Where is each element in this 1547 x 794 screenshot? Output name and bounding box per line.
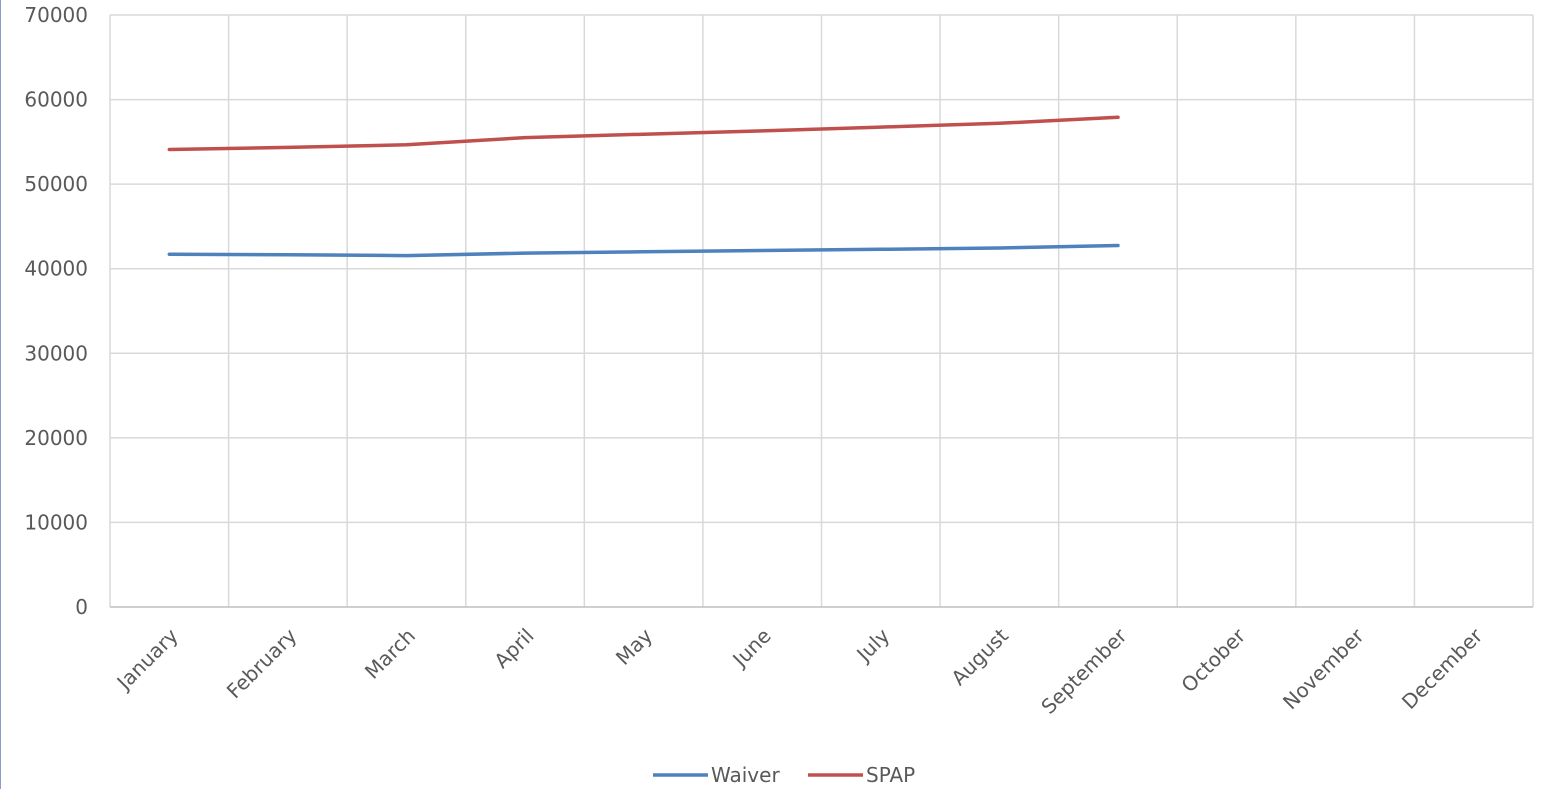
x-tick-label: July: [851, 623, 895, 667]
legend-label-spap: SPAP: [866, 763, 915, 787]
x-tick-label: January: [111, 623, 183, 695]
x-tick-label: December: [1397, 623, 1488, 714]
x-tick-label: March: [360, 624, 420, 684]
x-tick-label: February: [222, 623, 302, 703]
x-tick-label: October: [1177, 623, 1251, 697]
x-tick-label: August: [946, 623, 1013, 690]
y-tick-label: 10000: [24, 510, 88, 534]
gridlines: [109, 14, 1534, 607]
series-line-waiver: [167, 243, 1120, 258]
x-tick-label: November: [1278, 623, 1369, 714]
y-tick-label: 30000: [24, 341, 88, 365]
y-axis-ticks: 0 10000 20000 30000 40000 50000 60000 70000: [24, 3, 88, 619]
y-tick-label: 50000: [24, 172, 88, 196]
x-axis-ticks: January February March April May June July Augu…: [111, 623, 1488, 719]
y-tick-label: 60000: [24, 88, 88, 112]
left-border: [0, 0, 1, 789]
legend: Waiver SPAP: [653, 763, 915, 787]
y-tick-label: 40000: [24, 257, 88, 281]
x-tick-label: June: [727, 624, 776, 673]
x-tick-label: April: [489, 624, 538, 673]
series-lines: [167, 115, 1120, 258]
y-tick-label: 20000: [24, 426, 88, 450]
legend-label-waiver: Waiver: [711, 763, 780, 787]
series-line-spap: [167, 115, 1120, 152]
y-tick-label: 0: [75, 595, 88, 619]
x-tick-label: May: [611, 623, 657, 669]
x-tick-label: September: [1036, 623, 1132, 719]
y-tick-label: 70000: [24, 3, 88, 27]
